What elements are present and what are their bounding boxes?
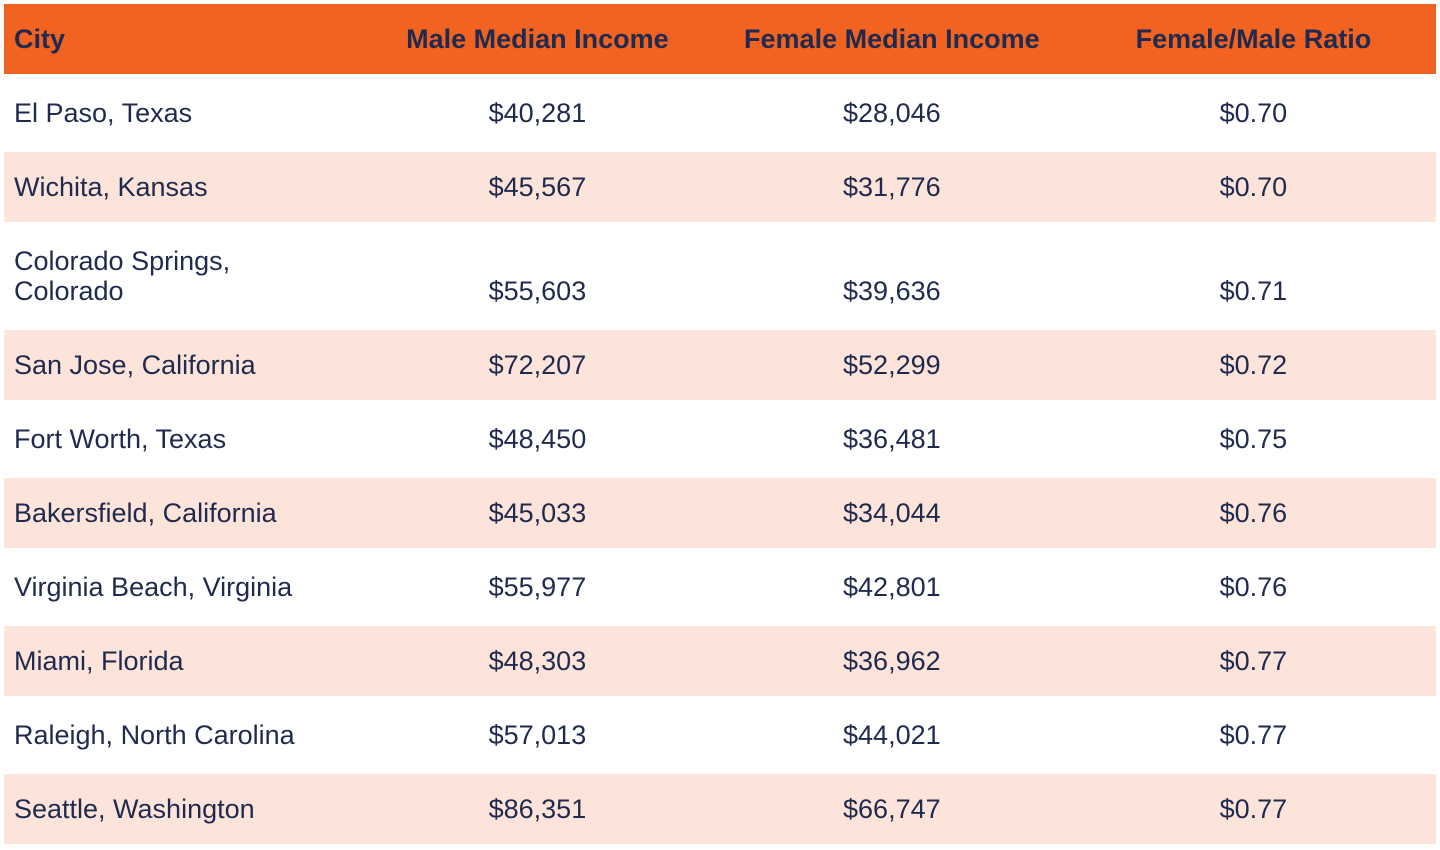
- male-income-cell: $45,033: [362, 478, 713, 548]
- ratio-cell: $0.77: [1070, 626, 1436, 696]
- city-cell: Bakersfield, California: [4, 478, 362, 548]
- table-row: Miami, Florida $48,303 $36,962 $0.77: [4, 626, 1436, 696]
- ratio-cell: $0.70: [1070, 152, 1436, 222]
- header-male-median-income: Male Median Income: [362, 4, 713, 74]
- table-row: Colorado Springs, Colorado $55,603 $39,6…: [4, 226, 1436, 326]
- female-income-cell: $52,299: [712, 330, 1071, 400]
- table-row: Bakersfield, California $45,033 $34,044 …: [4, 478, 1436, 548]
- male-income-cell: $45,567: [362, 152, 713, 222]
- ratio-cell: $0.72: [1070, 330, 1436, 400]
- table-row: Fort Worth, Texas $48,450 $36,481 $0.75: [4, 404, 1436, 474]
- ratio-cell: $0.77: [1070, 700, 1436, 770]
- female-income-cell: $31,776: [712, 152, 1071, 222]
- table-row: Wichita, Kansas $45,567 $31,776 $0.70: [4, 152, 1436, 222]
- female-income-cell: $34,044: [712, 478, 1071, 548]
- male-income-cell: $57,013: [362, 700, 713, 770]
- city-cell: Raleigh, North Carolina: [4, 700, 362, 770]
- income-table: City Male Median Income Female Median In…: [4, 0, 1436, 848]
- male-income-cell: $55,977: [362, 552, 713, 622]
- table-row: Virginia Beach, Virginia $55,977 $42,801…: [4, 552, 1436, 622]
- table-row: Seattle, Washington $86,351 $66,747 $0.7…: [4, 774, 1436, 844]
- table-header: City Male Median Income Female Median In…: [4, 4, 1436, 74]
- female-income-cell: $28,046: [712, 78, 1071, 148]
- ratio-cell: $0.75: [1070, 404, 1436, 474]
- female-income-cell: $42,801: [712, 552, 1071, 622]
- table-row: Raleigh, North Carolina $57,013 $44,021 …: [4, 700, 1436, 770]
- city-cell: Fort Worth, Texas: [4, 404, 362, 474]
- female-income-cell: $36,962: [712, 626, 1071, 696]
- ratio-cell: $0.70: [1070, 78, 1436, 148]
- header-female-median-income: Female Median Income: [712, 4, 1071, 74]
- female-income-cell: $44,021: [712, 700, 1071, 770]
- header-city: City: [4, 4, 362, 74]
- city-cell: Wichita, Kansas: [4, 152, 362, 222]
- ratio-cell: $0.76: [1070, 478, 1436, 548]
- male-income-cell: $86,351: [362, 774, 713, 844]
- city-cell: Seattle, Washington: [4, 774, 362, 844]
- male-income-cell: $72,207: [362, 330, 713, 400]
- header-female-male-ratio: Female/Male Ratio: [1070, 4, 1436, 74]
- male-income-cell: $40,281: [362, 78, 713, 148]
- header-row: City Male Median Income Female Median In…: [4, 4, 1436, 74]
- female-income-cell: $36,481: [712, 404, 1071, 474]
- table-body: El Paso, Texas $40,281 $28,046 $0.70 Wic…: [4, 78, 1436, 844]
- city-cell: Miami, Florida: [4, 626, 362, 696]
- ratio-cell: $0.77: [1070, 774, 1436, 844]
- ratio-cell: $0.71: [1070, 226, 1436, 326]
- table-row: San Jose, California $72,207 $52,299 $0.…: [4, 330, 1436, 400]
- table-row: El Paso, Texas $40,281 $28,046 $0.70: [4, 78, 1436, 148]
- female-income-cell: $66,747: [712, 774, 1071, 844]
- male-income-cell: $55,603: [362, 226, 713, 326]
- male-income-cell: $48,303: [362, 626, 713, 696]
- city-cell: El Paso, Texas: [4, 78, 362, 148]
- female-income-cell: $39,636: [712, 226, 1071, 326]
- city-cell: Virginia Beach, Virginia: [4, 552, 362, 622]
- ratio-cell: $0.76: [1070, 552, 1436, 622]
- city-cell: San Jose, California: [4, 330, 362, 400]
- city-cell: Colorado Springs, Colorado: [4, 226, 362, 326]
- male-income-cell: $48,450: [362, 404, 713, 474]
